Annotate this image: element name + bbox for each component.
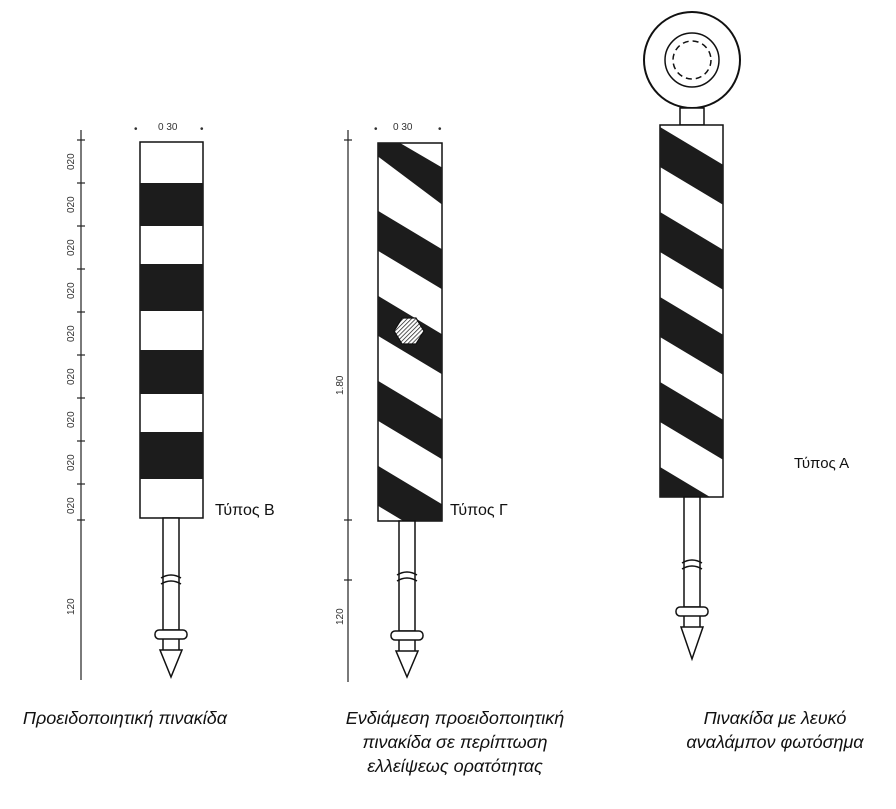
- stake-length-label-g: 120: [335, 608, 346, 625]
- band-label: 020: [66, 325, 77, 342]
- band-label: 020: [66, 497, 77, 514]
- stake-g: [390, 520, 424, 679]
- type-b-label: Τύπος Β: [215, 502, 275, 519]
- svg-text:•: •: [438, 124, 442, 135]
- post-type-g: 1.80 120 0 30 • • Τύπος Γ: [335, 122, 508, 682]
- caption-middle-line: πινακίδα σε περίπτωση: [362, 732, 548, 752]
- caption-right: Πινακίδα με λευκό αναλάμπον φωτόσημα: [660, 706, 890, 754]
- flash-light-housing: [643, 11, 741, 109]
- stake-a: [675, 496, 709, 662]
- caption-right-line: αναλάμπον φωτόσημα: [686, 732, 864, 752]
- caption-left: Προειδοποιητική πινακίδα: [0, 706, 250, 730]
- stake-length-label: 120: [66, 598, 77, 615]
- hatched-reflector: [393, 317, 425, 345]
- band-label: 020: [66, 153, 77, 170]
- caption-middle: Ενδιάμεση προειδοποιητική πινακίδα σε πε…: [305, 706, 605, 778]
- stake-b: [154, 517, 188, 679]
- flash-light-lens: [672, 40, 712, 80]
- caption-left-text: Προειδοποιητική πινακίδα: [22, 708, 228, 728]
- type-g-label: Τύπος Γ: [450, 502, 508, 519]
- svg-text:•: •: [134, 124, 138, 135]
- band-label: 020: [66, 454, 77, 471]
- band-label: 020: [66, 239, 77, 256]
- caption-right-line: Πινακίδα με λευκό: [703, 708, 847, 728]
- svg-text:•: •: [374, 124, 378, 135]
- width-label: 0 30: [158, 122, 178, 133]
- band-label: 020: [66, 282, 77, 299]
- post-type-b: 020 020 020 020 020 020 020 020 020 120 …: [66, 122, 275, 680]
- band-label: 020: [66, 368, 77, 385]
- band-label: 020: [66, 411, 77, 428]
- band-dimension-labels: 020 020 020 020 020 020 020 020 020 120: [66, 153, 77, 615]
- caption-middle-line: ελλείψεως ορατότητας: [367, 756, 543, 776]
- post-type-a: [643, 11, 741, 662]
- type-a-label: Τύπος Α: [794, 455, 850, 472]
- total-height-label: 1.80: [335, 375, 346, 395]
- black-bands: [140, 183, 203, 479]
- svg-text:•: •: [200, 124, 204, 135]
- caption-middle-line: Ενδιάμεση προειδοποιητική: [345, 708, 565, 728]
- dimension-ticks-b: [77, 139, 85, 521]
- band-label: 020: [66, 196, 77, 213]
- light-mount: [679, 107, 705, 126]
- width-label-g: 0 30: [393, 122, 413, 133]
- diagonal-stripes-a: [660, 127, 723, 497]
